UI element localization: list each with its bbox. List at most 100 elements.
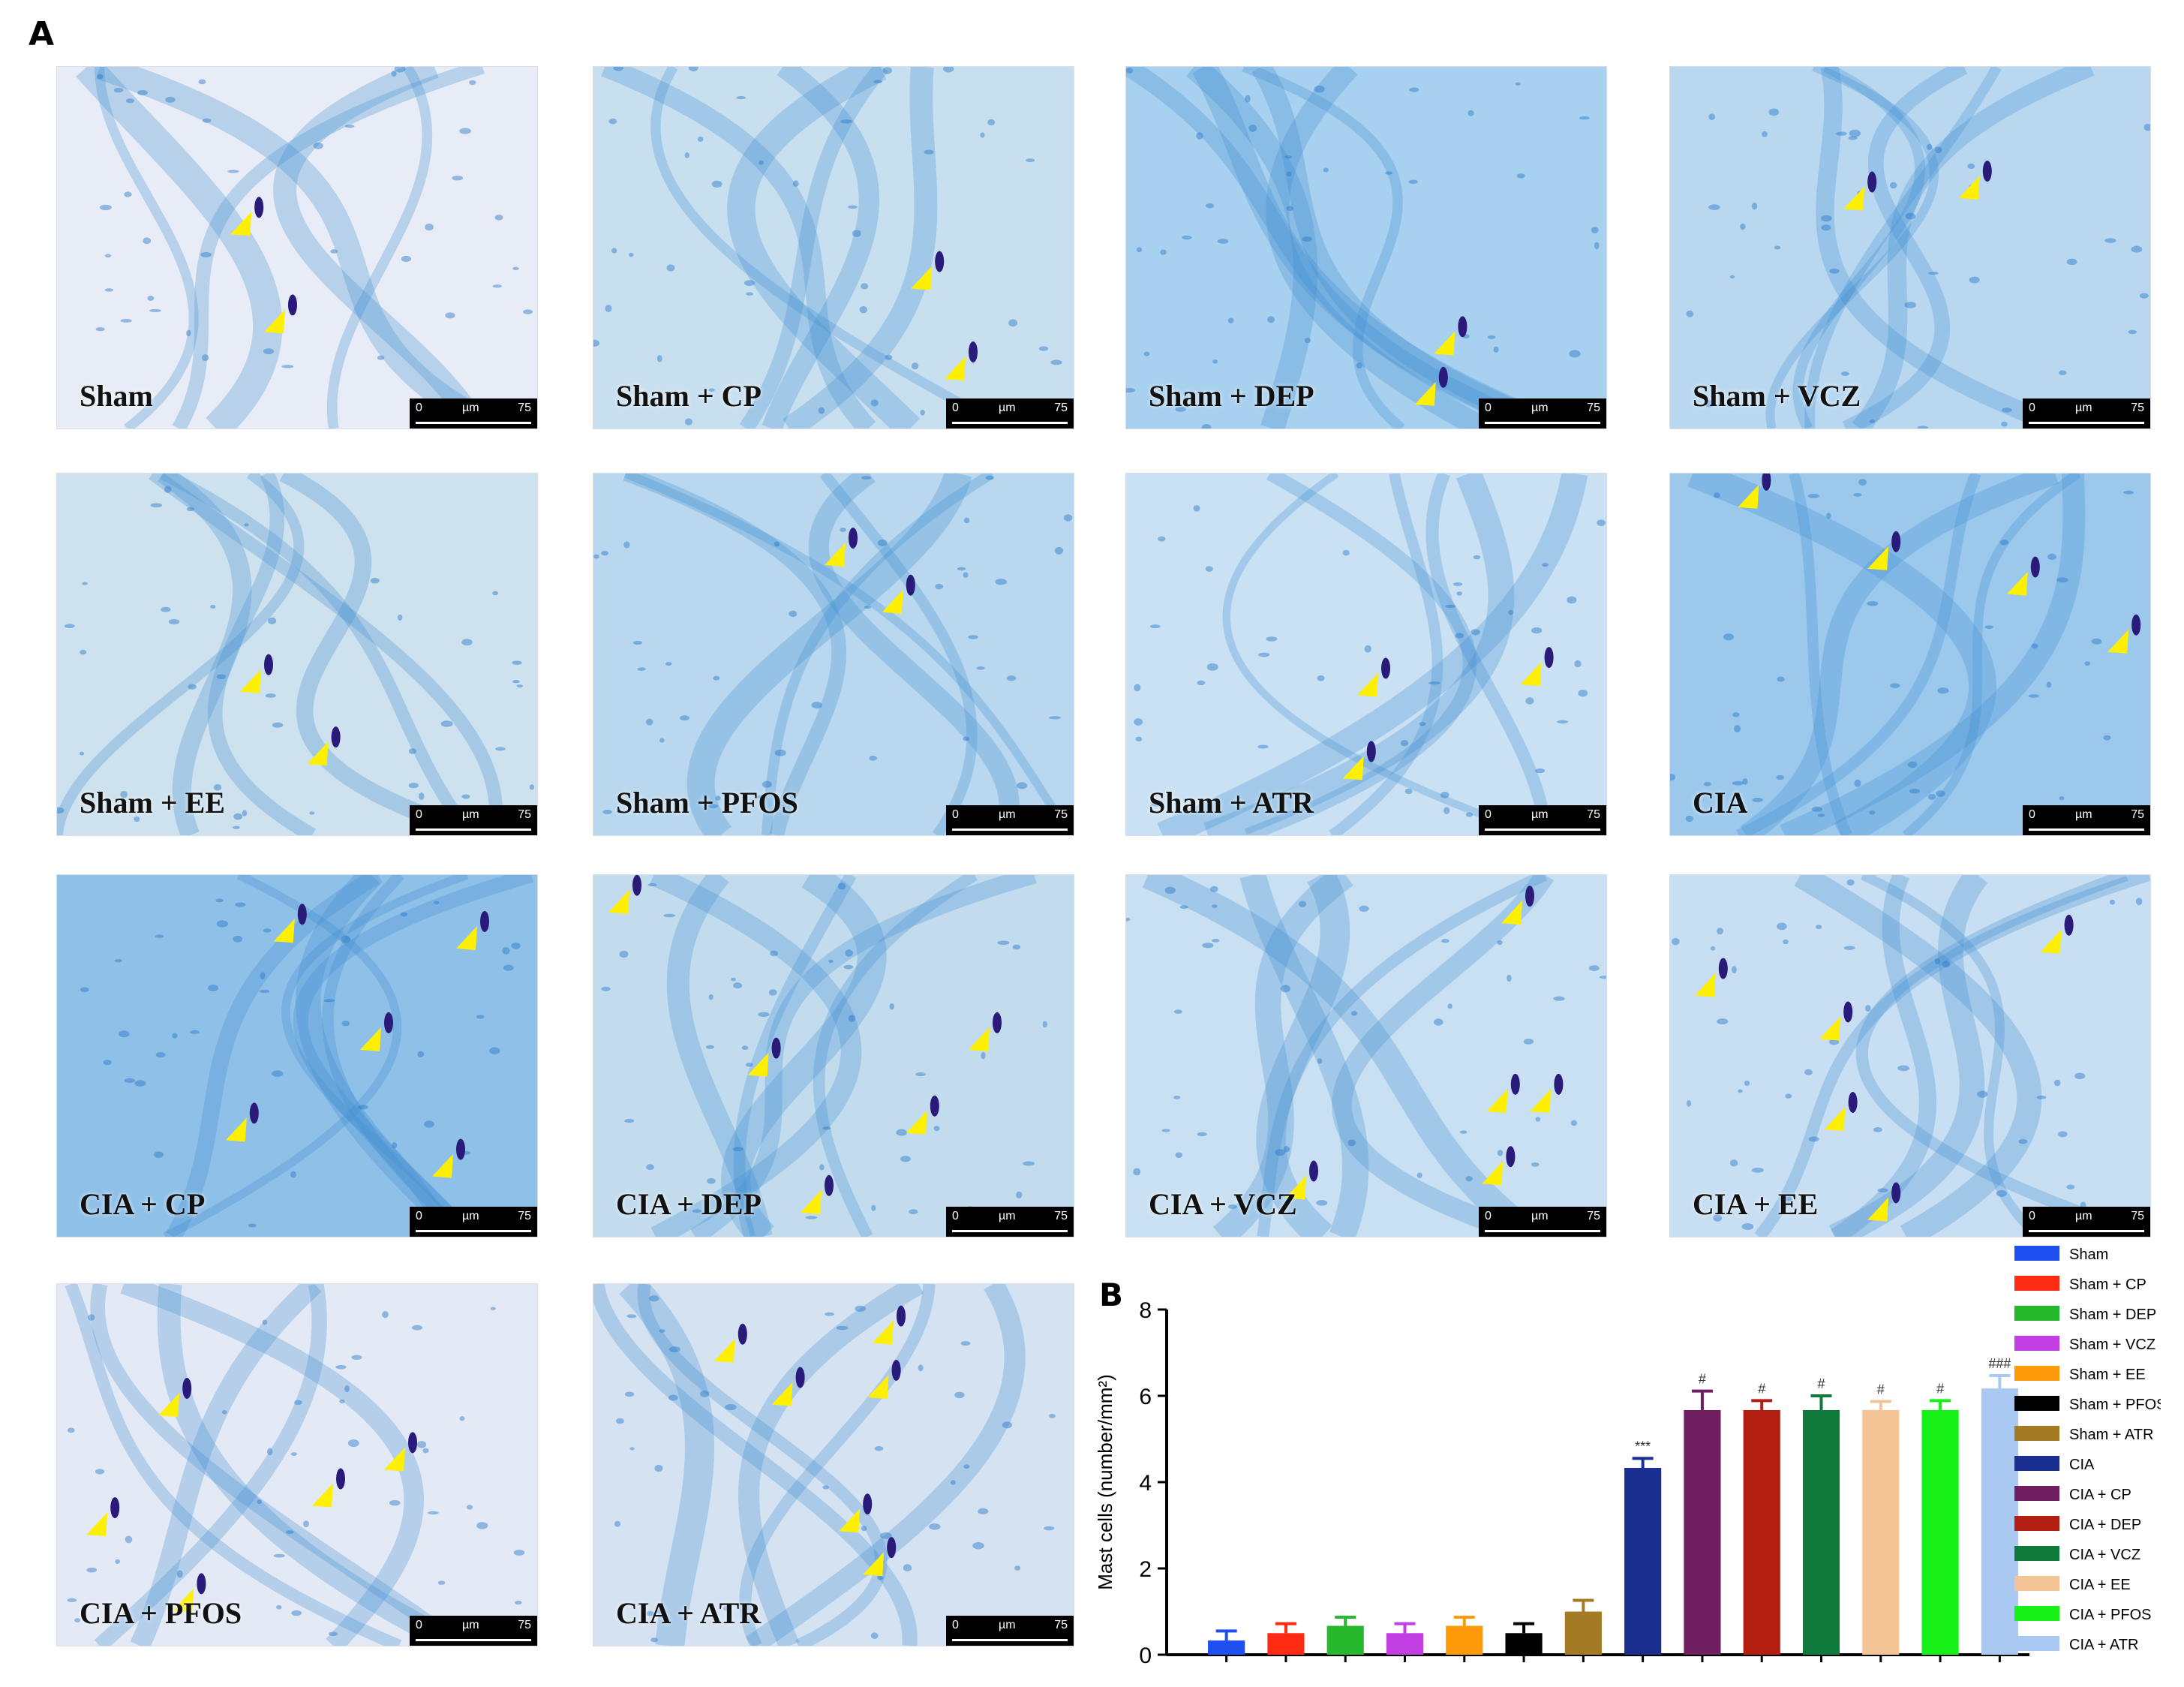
arrowhead-marker-icon [1958,176,1980,200]
mast-cell [2030,556,2040,578]
scale-bar: 0 µm 75 [946,1207,1074,1237]
micrograph-label: Sham + EE [80,786,225,819]
micrograph-tile: Sham + VCZ 0 µm 75 [1669,66,2151,429]
mast-cell [110,1497,120,1519]
scale-bar: 0 µm 75 [410,1207,537,1237]
tissue-texture [593,474,1074,835]
scale-bar: 0 µm 75 [1479,1207,1606,1237]
mast-cell [1438,366,1448,388]
legend-swatch [2014,1456,2059,1471]
arrowhead-marker-icon [1819,1016,1841,1041]
scalebar-start: 0 [2029,401,2035,414]
tissue-texture [593,1284,1061,1646]
scalebar-end: 75 [518,1619,531,1631]
mast-cell [863,1493,873,1515]
micrograph-tile: CIA + ATR 0 µm 75 [593,1283,1074,1646]
mast-cell [897,1305,906,1327]
arrowhead-marker-icon [747,1052,769,1077]
scalebar-unit: µm [999,401,1016,414]
legend-swatch [2014,1396,2059,1411]
scalebar-start: 0 [1485,401,1492,414]
scalebar-unit: µm [462,1619,479,1631]
scalebar-start: 0 [2029,1210,2035,1222]
scale-bar: 0 µm 75 [1479,398,1606,429]
arrowhead-marker-icon [1486,1088,1508,1113]
arrowhead-marker-icon [906,1110,927,1135]
significance-label: *** [1635,1439,1651,1454]
scalebar-line [952,828,1068,831]
legend-swatch [2014,1546,2059,1561]
legend-swatch [2014,1336,2059,1351]
legend-swatch [2014,1576,2059,1591]
mast-cell [297,904,307,925]
mast-cell [969,341,978,363]
micrograph-label: Sham + VCZ [1693,379,1861,413]
legend-swatch [2014,1636,2059,1651]
scalebar-end: 75 [1054,1210,1068,1222]
arrowhead-marker-icon [863,1552,885,1577]
micrograph-tile: Sham + EE 0 µm 75 [56,473,538,836]
mast-cell [1366,741,1376,762]
micrograph-label: CIA + EE [1693,1187,1819,1221]
bar [1505,1633,1543,1655]
arrowhead-marker-icon [771,1382,793,1406]
scalebar-unit: µm [1531,808,1549,821]
arrowhead-marker-icon [945,356,966,381]
mast-cell [1309,1160,1318,1182]
legend-swatch [2014,1366,2059,1381]
mast-cell [254,197,264,218]
scalebar-unit: µm [999,808,1016,821]
tissue-texture [1672,875,2150,1237]
arrowhead-marker-icon [608,889,629,914]
micrograph-label: CIA + PFOS [80,1596,242,1630]
legend-swatch [2014,1516,2059,1531]
legend-label: CIA + PFOS [2069,1607,2151,1623]
mast-cell [1867,171,1877,193]
bar [1684,1409,1721,1655]
arrowhead-marker-icon [801,1189,822,1214]
significance-label: # [1817,1376,1825,1391]
legend-label: CIA + VCZ [2069,1547,2140,1563]
mast-cell [336,1468,345,1490]
legend-label: CIA + CP [2069,1487,2131,1503]
scalebar-start: 0 [952,1619,959,1631]
scalebar-start: 0 [416,401,422,414]
micrograph-label: CIA + VCZ [1149,1187,1297,1221]
scalebar-line [1485,422,1600,424]
micrograph-label: CIA + CP [80,1187,206,1221]
mast-cell [825,1174,834,1196]
mast-cell [456,1138,465,1160]
y-tick-label: 8 [1139,1298,1152,1323]
y-tick-label: 0 [1139,1643,1152,1668]
scalebar-end: 75 [1054,401,1068,414]
mast-cell [1381,657,1390,679]
mast-cell [891,1359,901,1381]
scalebar-unit: µm [462,401,479,414]
scalebar-unit: µm [1531,401,1549,414]
mast-cell [849,528,858,549]
mast-cell [1718,958,1728,979]
mast-cell [288,294,297,316]
scalebar-end: 75 [2131,808,2144,821]
scalebar-unit: µm [999,1210,1016,1222]
arrowhead-marker-icon [1530,1088,1552,1113]
micrograph-label: CIA [1693,786,1748,819]
scale-bar: 0 µm 75 [946,805,1074,835]
bar [1326,1625,1364,1655]
scalebar-line [416,828,531,831]
arrowhead-marker-icon [2040,929,2062,954]
tissue-texture [1670,474,2141,835]
micrograph-label: CIA + DEP [616,1187,762,1221]
scalebar-unit: µm [462,1210,479,1222]
scalebar-line [952,1639,1068,1641]
arrowhead-marker-icon [867,1374,889,1399]
scale-bar: 0 µm 75 [410,398,537,429]
scalebar-line [416,1230,531,1232]
legend-swatch [2014,1306,2059,1321]
arrowhead-marker-icon [911,266,933,290]
y-tick-label: 2 [1139,1557,1152,1582]
y-axis-label: Mast cells (number/mm²) [1094,1374,1116,1589]
arrowhead-marker-icon [873,1320,894,1345]
legend-label: Sham + CP [2069,1277,2146,1293]
tissue-texture [1126,67,1606,429]
